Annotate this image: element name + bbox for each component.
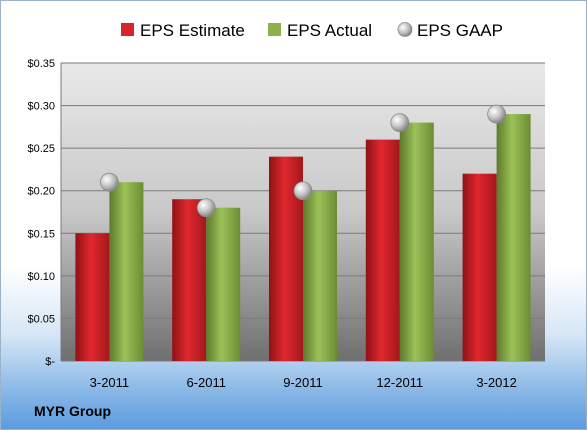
legend-label: EPS Actual: [287, 21, 372, 40]
eps-estimate-bar: [462, 173, 497, 361]
eps-gaap-marker: [487, 104, 507, 124]
eps-gaap-marker: [100, 172, 119, 192]
eps-gaap-marker: [196, 198, 216, 218]
eps-actual-bar: [109, 182, 144, 361]
eps-actual-bar: [303, 190, 337, 361]
y-tick-label: $0.05: [27, 313, 55, 325]
eps-actual-bar: [399, 122, 434, 361]
y-tick-label: $0.10: [27, 271, 55, 283]
legend-label: EPS GAAP: [417, 21, 503, 40]
legend-swatch: [397, 22, 413, 37]
y-tick-label: $-: [45, 356, 55, 368]
eps-gaap-marker: [390, 113, 410, 132]
legend-swatch: [121, 23, 134, 36]
legend-swatch: [268, 23, 281, 36]
y-tick-label: $0.15: [27, 228, 55, 240]
y-tick-label: $0.35: [27, 58, 55, 70]
eps-estimate-bar: [75, 233, 110, 361]
eps-estimate-bar: [365, 139, 400, 361]
company-name: MYR Group: [34, 403, 111, 419]
x-category-label: 3-2012: [476, 375, 516, 390]
x-category-label: 9-2011: [283, 375, 323, 390]
eps-actual-bar: [496, 114, 531, 361]
legend-label: EPS Estimate: [140, 21, 245, 40]
eps-estimate-bar: [172, 199, 207, 361]
x-category-label: 6-2011: [186, 375, 226, 390]
x-category-label: 12-2011: [376, 375, 423, 390]
y-tick-label: $0.25: [27, 143, 55, 155]
y-tick-label: $0.20: [27, 186, 55, 198]
y-tick-label: $0.30: [27, 101, 55, 113]
eps-gaap-marker: [293, 181, 313, 201]
eps-actual-bar: [206, 207, 241, 361]
x-category-label: 3-2011: [90, 375, 130, 390]
